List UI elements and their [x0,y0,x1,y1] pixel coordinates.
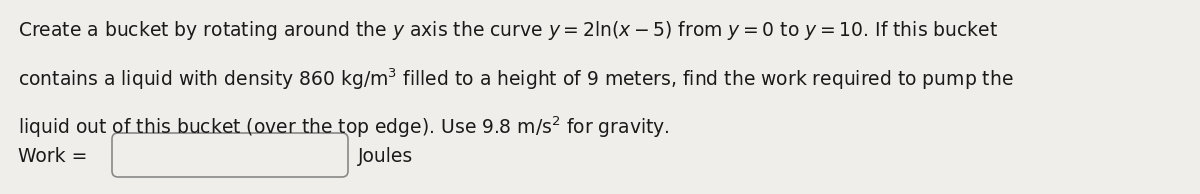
FancyBboxPatch shape [112,133,348,177]
Text: Create a bucket by rotating around the $y$ axis the curve $y = 2\ln(x-5)$ from $: Create a bucket by rotating around the $… [18,19,998,42]
Text: Work =: Work = [18,146,88,165]
Text: liquid out of this bucket (over the top edge). Use 9.8 m/s$^2$ for gravity.: liquid out of this bucket (over the top … [18,115,670,140]
Text: Joules: Joules [358,146,413,165]
Text: contains a liquid with density 860 kg/m$^3$ filled to a height of 9 meters, find: contains a liquid with density 860 kg/m$… [18,67,1014,93]
